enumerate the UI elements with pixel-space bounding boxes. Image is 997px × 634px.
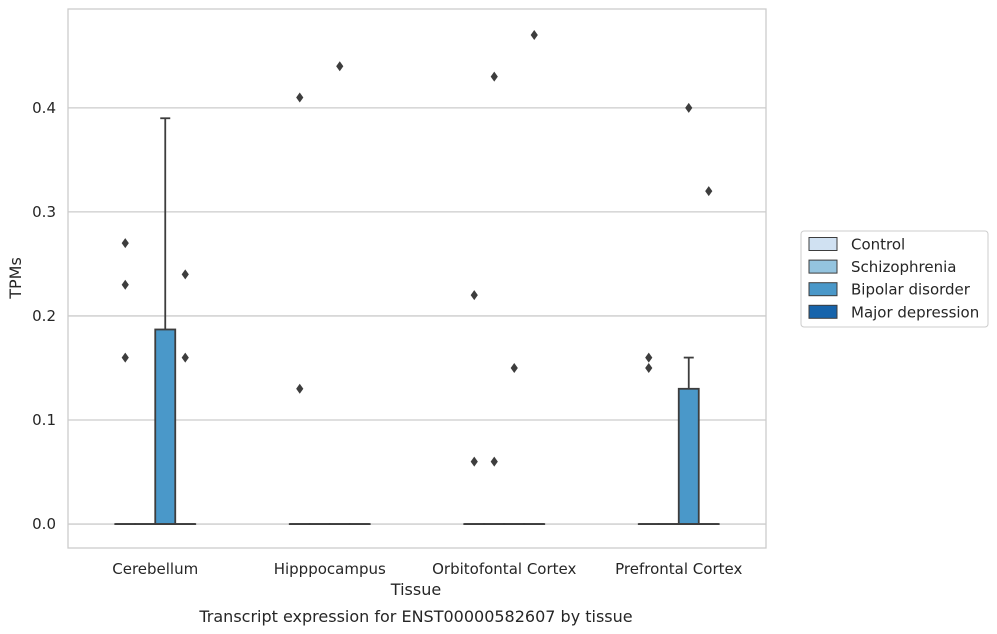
chart-caption: Transcript expression for ENST0000058260… — [198, 607, 632, 626]
box-group — [697, 186, 720, 525]
box — [154, 328, 177, 525]
x-tick-label: Orbitofontal Cortex — [432, 560, 576, 578]
outlier-point — [645, 352, 653, 363]
y-tick-label: 0.4 — [32, 99, 56, 117]
legend-frame — [800, 230, 989, 328]
outlier-point — [470, 290, 478, 301]
y-tick-label: 0.2 — [32, 307, 56, 325]
outlier-point — [336, 61, 344, 72]
box-group — [677, 102, 700, 525]
y-tick-label: 0.1 — [32, 411, 56, 429]
outlier-point — [181, 352, 189, 363]
box-group — [503, 362, 526, 525]
legend-swatch — [808, 282, 838, 297]
box-group — [328, 61, 351, 525]
box-group — [637, 352, 660, 525]
outlier-point — [645, 362, 653, 373]
outlier-point — [296, 92, 304, 103]
box — [677, 387, 700, 525]
legend-swatch — [808, 259, 838, 274]
outlier-point — [121, 238, 129, 249]
box-group — [114, 238, 137, 525]
box-group — [523, 30, 546, 525]
x-tick-label: Cerebellum — [112, 560, 198, 578]
x-tick-labels: Cerebellum Hipppocampus Orbitofontal Corte… — [112, 560, 742, 578]
outlier-point — [296, 383, 304, 394]
y-axis-label: TPMs — [6, 257, 25, 300]
legend-label: Major depression — [851, 303, 979, 321]
outlier-point — [530, 30, 538, 41]
box-plot-marks — [114, 30, 720, 525]
y-tick-labels: 0.0 0.1 0.2 0.3 0.4 — [32, 99, 56, 533]
outlier-point — [510, 362, 518, 373]
legend-swatch — [808, 304, 838, 319]
x-tick-label: Hipppocampus — [274, 560, 386, 578]
box-group — [483, 71, 506, 525]
outlier-point — [705, 186, 713, 197]
outlier-point — [121, 352, 129, 363]
legend-label: Control — [851, 236, 905, 254]
box-group — [154, 117, 177, 525]
legend-label: Schizophrenia — [851, 258, 956, 276]
legend: Control Schizophrenia Bipolar disorder Majo… — [800, 230, 989, 328]
outlier-point — [490, 71, 498, 82]
legend-label: Bipolar disorder — [851, 281, 971, 299]
legend-swatch — [808, 237, 838, 251]
x-axis-label: Tissue — [390, 580, 441, 599]
outlier-point — [470, 456, 478, 467]
y-tick-label: 0.0 — [32, 515, 56, 533]
y-tick-label: 0.3 — [32, 203, 56, 221]
outlier-point — [121, 279, 129, 290]
box-group — [174, 269, 197, 525]
outlier-point — [685, 102, 693, 113]
x-tick-label: Prefrontal Cortex — [615, 560, 742, 578]
box-group — [463, 290, 486, 525]
outlier-point — [181, 269, 189, 280]
box-group — [288, 92, 311, 525]
outlier-point — [490, 456, 498, 467]
plot-frame — [67, 8, 767, 549]
